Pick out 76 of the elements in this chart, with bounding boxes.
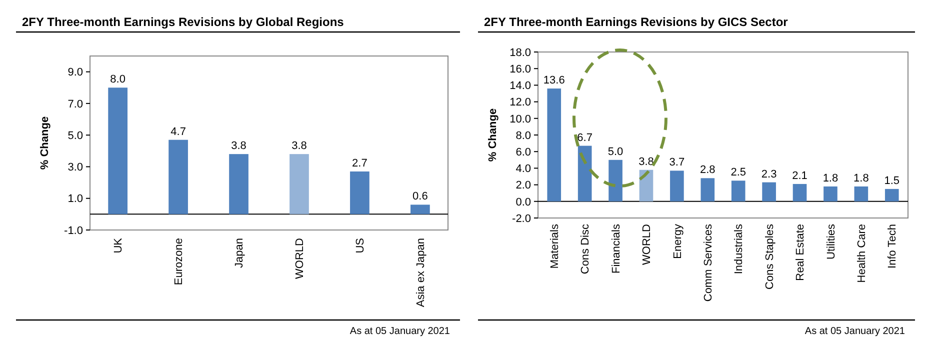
x-tick-label: Utilities bbox=[825, 224, 838, 260]
bar bbox=[108, 88, 128, 214]
y-tick-label: 12.0 bbox=[510, 96, 531, 109]
y-tick-label: 3.0 bbox=[68, 162, 83, 174]
data-label: 1.5 bbox=[884, 174, 900, 187]
data-label: 8.0 bbox=[110, 74, 126, 86]
bar bbox=[854, 186, 868, 202]
data-label: 2.7 bbox=[352, 157, 368, 170]
bar bbox=[762, 182, 776, 202]
bar bbox=[168, 140, 188, 214]
data-label: 1.8 bbox=[854, 172, 869, 184]
y-tick-label: 6.0 bbox=[516, 146, 531, 158]
bar bbox=[608, 160, 622, 202]
chart-title: 2FY Three-month Earnings Revisions by GICS Sector bbox=[484, 15, 788, 29]
x-tick-label: WORLD bbox=[641, 224, 654, 265]
data-label: 3.8 bbox=[292, 140, 307, 152]
data-label: 3.8 bbox=[638, 156, 654, 168]
data-label: 4.7 bbox=[170, 126, 186, 138]
y-tick-label: 0.0 bbox=[516, 196, 531, 208]
y-tick-label: 2.0 bbox=[516, 180, 531, 192]
y-axis-title: % Change bbox=[39, 116, 51, 170]
y-tick-label: -2.0 bbox=[512, 212, 531, 225]
x-tick-label: US bbox=[354, 238, 367, 254]
x-tick-label: Asia ex Japan bbox=[415, 238, 428, 308]
data-label: 3.7 bbox=[669, 156, 685, 169]
x-tick-label: Materials bbox=[548, 224, 561, 269]
data-label: 2.1 bbox=[792, 170, 808, 182]
x-tick-label: Energy bbox=[672, 224, 684, 259]
bar bbox=[670, 170, 684, 202]
x-tick-label: Cons Disc bbox=[580, 224, 592, 274]
data-label: 2.3 bbox=[761, 168, 777, 180]
y-tick-label: 7.0 bbox=[68, 98, 83, 110]
text: As at 05 January 2021 bbox=[804, 326, 906, 337]
x-tick-label: Eurozone bbox=[173, 238, 186, 286]
y-tick-label: 18.0 bbox=[510, 46, 531, 59]
x-tick-label: Comm Services bbox=[702, 224, 714, 302]
bar bbox=[350, 171, 370, 214]
bar bbox=[290, 154, 309, 214]
x-tick-label: WORLD bbox=[294, 238, 306, 279]
data-label: 2.8 bbox=[700, 164, 716, 176]
y-tick-label: -1.0 bbox=[64, 224, 83, 237]
y-tick-label: 10.0 bbox=[510, 113, 531, 126]
data-label: 2.5 bbox=[730, 166, 746, 179]
data-label: 5.0 bbox=[608, 146, 624, 158]
data-label: 0.6 bbox=[412, 190, 428, 203]
bar bbox=[410, 204, 430, 214]
x-tick-label: UK bbox=[112, 237, 125, 254]
text: As at 05 January 2021 bbox=[350, 326, 450, 337]
x-tick-label: Real Estate bbox=[794, 224, 807, 281]
bar bbox=[547, 88, 562, 202]
x-tick-label: Health Care bbox=[856, 224, 868, 283]
data-label: 3.8 bbox=[231, 140, 246, 152]
y-tick-label: 14.0 bbox=[510, 80, 531, 92]
x-tick-label: Info Tech bbox=[886, 224, 899, 268]
x-tick-label: Industrials bbox=[733, 224, 746, 274]
y-axis-title: % Change bbox=[487, 108, 499, 162]
y-tick-label: 16.0 bbox=[510, 63, 531, 76]
y-tick-label: 8.0 bbox=[516, 130, 531, 142]
bar bbox=[792, 184, 807, 202]
y-tick-label: 5.0 bbox=[68, 130, 83, 142]
bar bbox=[229, 154, 248, 214]
bar bbox=[884, 188, 899, 202]
chart-title: 2FY Three-month Earnings Revisions by Global Regions bbox=[22, 15, 344, 29]
data-label: 13.6 bbox=[543, 74, 565, 87]
bar bbox=[824, 186, 838, 202]
bar bbox=[578, 146, 592, 202]
bar bbox=[731, 180, 746, 202]
x-tick-label: Japan bbox=[234, 238, 246, 268]
data-label: 1.8 bbox=[822, 172, 838, 184]
x-tick-label: Financials bbox=[610, 224, 622, 274]
y-tick-label: 4.0 bbox=[516, 163, 531, 176]
y-tick-label: 9.0 bbox=[68, 66, 83, 79]
bar bbox=[700, 178, 715, 202]
y-tick-label: 1.0 bbox=[68, 193, 83, 206]
x-tick-label: Cons Staples bbox=[764, 224, 776, 290]
data-label: 6.7 bbox=[577, 132, 592, 144]
